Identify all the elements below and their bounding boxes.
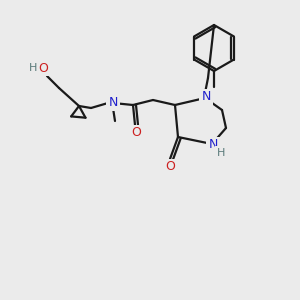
Text: H: H — [29, 63, 37, 73]
Text: N: N — [201, 91, 211, 103]
Text: O: O — [131, 127, 141, 140]
Text: O: O — [165, 160, 175, 173]
Text: H: H — [217, 148, 225, 158]
Text: N: N — [208, 139, 218, 152]
Text: N: N — [108, 97, 118, 110]
Text: O: O — [38, 61, 48, 74]
